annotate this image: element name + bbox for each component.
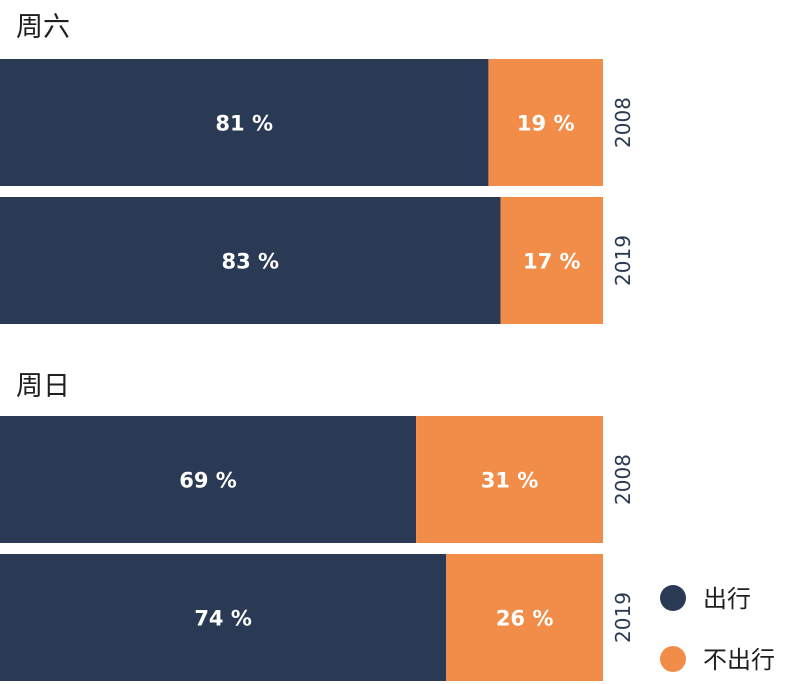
bar-segment-nogo <box>488 59 603 186</box>
legend-marker-nogo <box>660 646 686 672</box>
legend-label: 不出行 <box>703 646 775 674</box>
data-label: 17 % <box>523 250 581 274</box>
year-label: 2019 <box>611 235 635 286</box>
panel-title: 周日 <box>16 371 70 402</box>
legend-label: 出行 <box>703 585 751 613</box>
data-label: 19 % <box>517 112 575 136</box>
bar-segment-nogo <box>500 197 603 324</box>
data-label: 31 % <box>481 469 539 493</box>
data-label: 26 % <box>496 607 554 631</box>
bar-segment-nogo <box>446 554 603 681</box>
year-label: 2008 <box>611 97 635 148</box>
year-label: 2008 <box>611 454 635 505</box>
bar-segment-nogo <box>416 416 603 543</box>
bar-segment-go <box>0 197 501 324</box>
bar-segment-go <box>0 59 489 186</box>
bar-segment-go <box>0 416 417 543</box>
panel-title: 周六 <box>16 12 70 43</box>
data-label: 69 % <box>179 469 237 493</box>
data-label: 83 % <box>221 250 279 274</box>
year-label: 2019 <box>611 592 635 643</box>
data-label: 74 % <box>194 607 252 631</box>
legend-marker-go <box>660 585 686 611</box>
data-label: 81 % <box>215 112 273 136</box>
bar-segment-go <box>0 554 447 681</box>
